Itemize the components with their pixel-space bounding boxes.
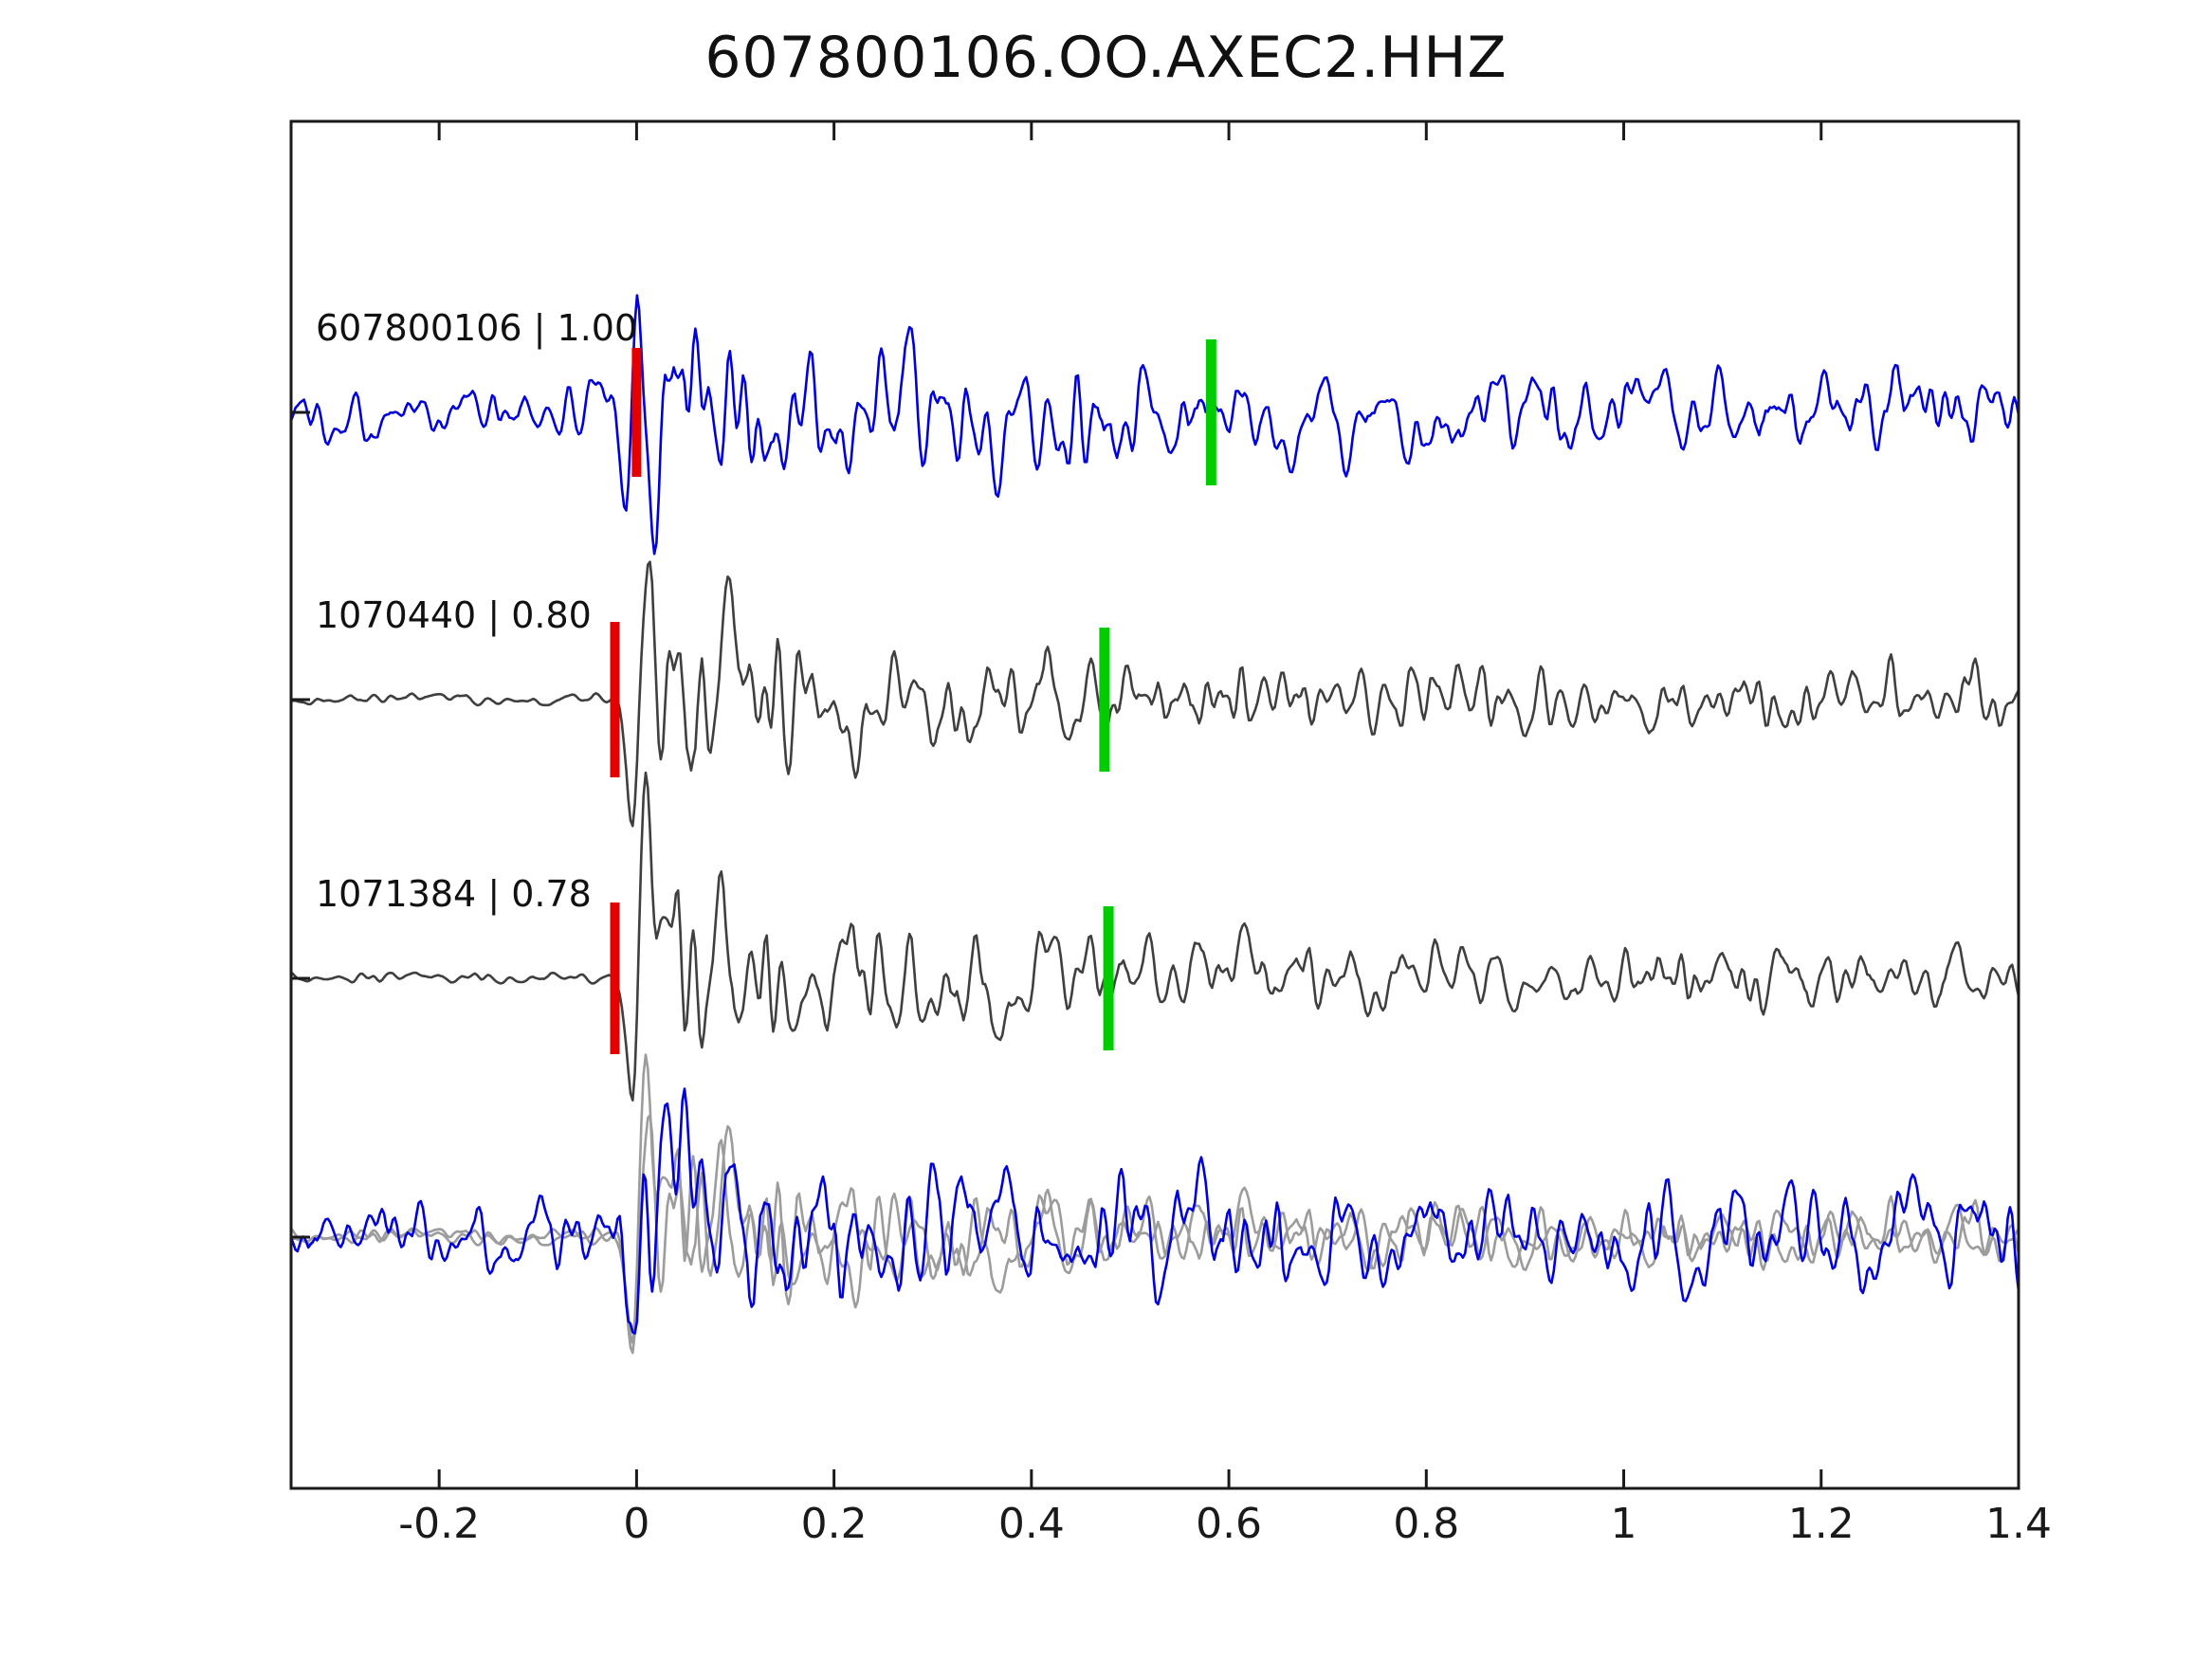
- pick-marker-red-match-1071384: [610, 902, 620, 1054]
- pick-marker-red-reference-607800106: [631, 348, 642, 477]
- waveform-trace-overlay-reference: [292, 1087, 2018, 1335]
- trace-label-match-1070440: 1070440 | 0.80: [316, 594, 592, 637]
- figure-title: 607800106.OO.AXEC2.HHZ: [704, 25, 1508, 91]
- pick-marker-red-match-1070440: [610, 622, 620, 777]
- trace-label-reference-607800106: 607800106 | 1.00: [316, 307, 637, 350]
- traces-group: [292, 294, 2018, 1355]
- x-tick-label: -0.2: [398, 1500, 480, 1548]
- pick-marker-green-match-1070440: [1099, 628, 1110, 772]
- x-tick-label: 0.8: [1393, 1500, 1459, 1548]
- x-tick-label: 0.6: [1196, 1500, 1262, 1548]
- plot-border: [289, 119, 2020, 1490]
- x-tick-label: 1: [1611, 1500, 1637, 1548]
- x-tick-label: 0.4: [998, 1500, 1065, 1548]
- trace-label-match-1071384: 1071384 | 0.78: [316, 873, 592, 916]
- x-tick-label: 0: [623, 1500, 649, 1548]
- x-tick-label: 0.2: [801, 1500, 868, 1548]
- waveform-trace-reference-607800106: [292, 294, 2018, 556]
- waveform-trace-match-1071384: [292, 771, 2018, 1102]
- pick-marker-green-reference-607800106: [1205, 339, 1216, 485]
- x-tick-label: 1.2: [1788, 1500, 1855, 1548]
- waveform-trace-match-1070440: [292, 560, 2018, 828]
- waveform-trace-overlay-match-1071384: [292, 1053, 2018, 1344]
- x-tick-label: 1.4: [1985, 1500, 2052, 1548]
- pick-marker-green-match-1071384: [1103, 906, 1114, 1050]
